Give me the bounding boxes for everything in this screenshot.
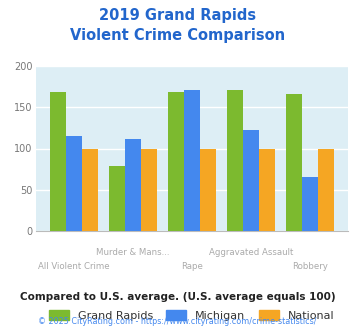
Bar bbox=[141, 148, 157, 231]
Bar bbox=[125, 139, 141, 231]
Bar bbox=[184, 90, 200, 231]
Text: Murder & Mans...: Murder & Mans... bbox=[96, 248, 169, 257]
Bar bbox=[109, 166, 125, 231]
Bar bbox=[259, 148, 275, 231]
Bar bbox=[286, 94, 302, 231]
Bar bbox=[302, 178, 318, 231]
Text: All Violent Crime: All Violent Crime bbox=[38, 262, 109, 271]
Bar bbox=[82, 148, 98, 231]
Bar bbox=[168, 92, 184, 231]
Text: © 2025 CityRating.com - https://www.cityrating.com/crime-statistics/: © 2025 CityRating.com - https://www.city… bbox=[38, 317, 317, 326]
Text: Aggravated Assault: Aggravated Assault bbox=[208, 248, 293, 257]
Bar bbox=[66, 136, 82, 231]
Bar bbox=[50, 92, 66, 231]
Text: 2019 Grand Rapids: 2019 Grand Rapids bbox=[99, 8, 256, 23]
Bar bbox=[200, 148, 215, 231]
Legend: Grand Rapids, Michigan, National: Grand Rapids, Michigan, National bbox=[44, 306, 339, 325]
Text: Violent Crime Comparison: Violent Crime Comparison bbox=[70, 28, 285, 43]
Text: Rape: Rape bbox=[181, 262, 203, 271]
Text: Robbery: Robbery bbox=[292, 262, 328, 271]
Bar bbox=[243, 130, 259, 231]
Bar bbox=[318, 148, 334, 231]
Bar bbox=[227, 90, 243, 231]
Text: Compared to U.S. average. (U.S. average equals 100): Compared to U.S. average. (U.S. average … bbox=[20, 292, 335, 302]
